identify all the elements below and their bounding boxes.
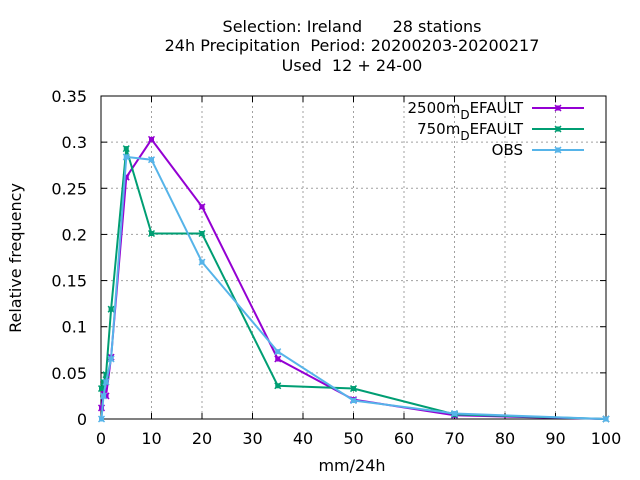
legend-marker (555, 105, 561, 111)
data-point (123, 146, 129, 152)
series-OBS (97, 153, 610, 423)
legend-label: 750mDEFAULT (417, 120, 524, 143)
legend-label-rest: EFAULT (470, 120, 524, 138)
legend-label-sub: D (460, 108, 469, 122)
x-tick-label: 0 (96, 429, 106, 448)
x-tick-label: 70 (444, 429, 464, 448)
x-tick-label: 10 (141, 429, 161, 448)
x-tick-label: 100 (591, 429, 622, 448)
data-point (108, 306, 114, 312)
data-point (351, 398, 356, 404)
grid (100, 95, 607, 420)
legend-label-rest: EFAULT (470, 99, 524, 117)
y-tick-label: 0.15 (51, 272, 87, 291)
x-tick-label: 40 (293, 429, 313, 448)
legend-label: OBS (492, 141, 523, 159)
y-tick-label: 0.25 (51, 179, 87, 198)
y-axis-label: Relative frequency (6, 183, 25, 333)
data-point (199, 204, 205, 210)
y-tick-label: 0.1 (62, 318, 87, 337)
legend-marker (555, 147, 561, 153)
y-tick-label: 0.2 (62, 225, 87, 244)
data-point (275, 349, 281, 355)
chart-title-line-2: 24h Precipitation Period: 20200203-20200… (165, 36, 540, 55)
data-point (199, 231, 205, 237)
x-tick-label: 90 (545, 429, 565, 448)
data-point (99, 416, 105, 422)
data-point (123, 154, 129, 160)
legend-marker (555, 126, 561, 132)
data-point (149, 157, 154, 163)
x-axis-label: mm/24h (318, 456, 385, 475)
y-tick-label: 0.05 (51, 364, 87, 383)
axis-ticks: 0 10 20 30 40 50 60 70 80 90 100 0 0.05 0.1 0.15 0.2 0.2… (51, 87, 621, 448)
series-line (100, 148, 607, 420)
data-point (123, 174, 129, 180)
data-point (351, 386, 356, 392)
data-point (103, 393, 109, 399)
data-point (103, 372, 109, 378)
data-point (101, 393, 107, 399)
x-tick-label: 30 (242, 429, 262, 448)
data-point (452, 410, 457, 416)
data-point (149, 136, 154, 142)
x-tick-label: 60 (394, 429, 414, 448)
data-point (101, 379, 107, 385)
data-point (99, 386, 105, 392)
legend-label-main: OBS (492, 141, 523, 159)
y-tick-label: 0 (77, 410, 87, 429)
x-tick-label: 80 (495, 429, 515, 448)
data-series (97, 135, 610, 423)
legend-label: 2500mDEFAULT (408, 99, 524, 122)
data-point (603, 416, 609, 422)
data-point (149, 231, 154, 237)
data-point (199, 259, 205, 265)
series-2500m_DEFAULT (97, 135, 610, 423)
chart-title-line-1: Selection: Ireland 28 stations (223, 17, 482, 36)
data-point (108, 356, 114, 362)
x-tick-label: 20 (192, 429, 212, 448)
legend-label-main: 2500m (408, 99, 461, 117)
data-point (103, 379, 109, 385)
y-tick-label: 0.3 (62, 133, 87, 152)
x-tick-label: 50 (343, 429, 363, 448)
legend-label-main: 750m (417, 120, 460, 138)
legend-label-sub: D (460, 129, 469, 143)
y-tick-label: 0.35 (51, 87, 87, 106)
data-point (275, 356, 281, 362)
data-point (275, 383, 281, 389)
chart-title-line-3: Used 12 + 24-00 (282, 56, 423, 75)
